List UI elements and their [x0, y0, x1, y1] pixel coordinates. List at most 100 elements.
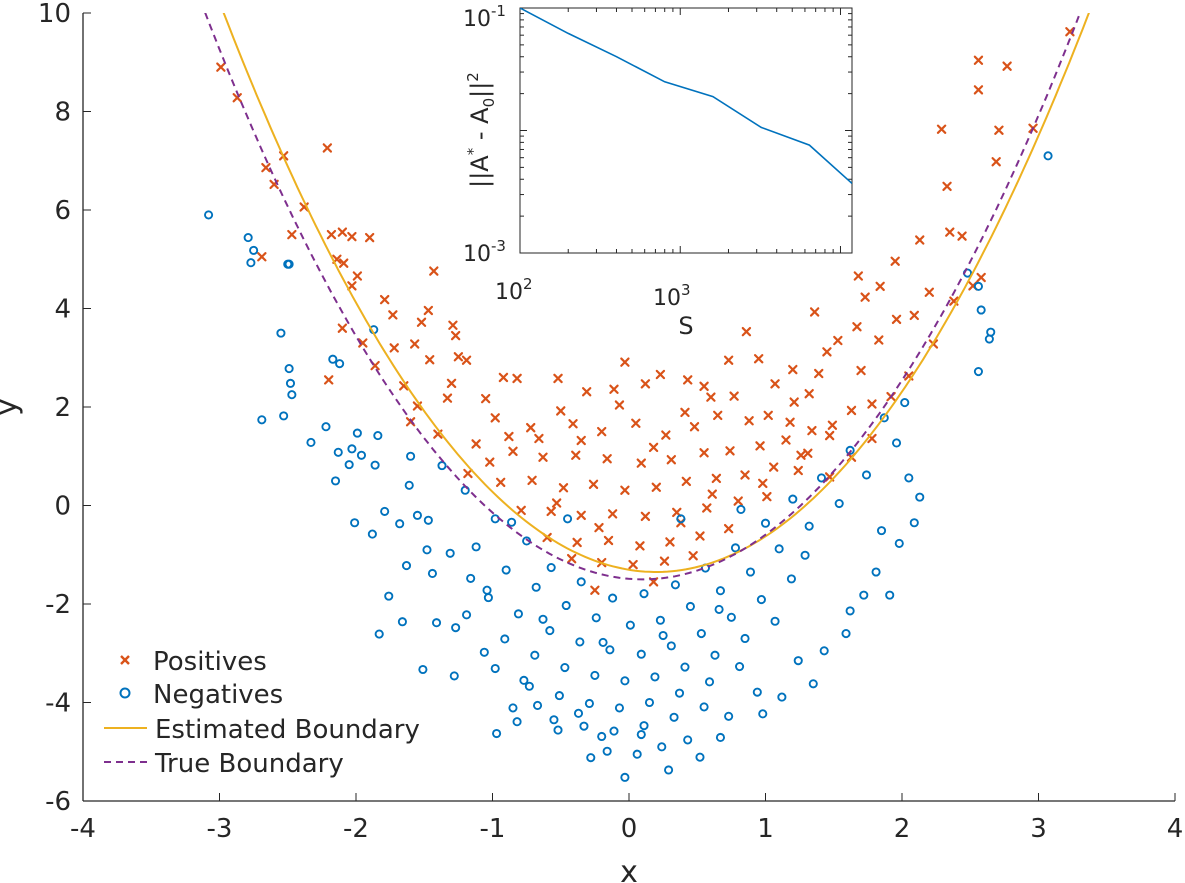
y-tick-label: 2 [54, 393, 71, 423]
negative-point [579, 721, 589, 731]
positive-point [257, 252, 267, 262]
positive-point [347, 281, 357, 291]
positive-point [429, 266, 439, 276]
negative-point [418, 664, 428, 675]
inset-y-label-sup2: 2 [464, 72, 482, 82]
negative-point [507, 517, 517, 527]
positive-point [512, 373, 522, 384]
positive-point [789, 397, 799, 407]
positive-point [442, 393, 453, 403]
negative-point [777, 692, 787, 702]
positive-point [635, 541, 645, 551]
positive-point [566, 553, 577, 564]
negative-point [800, 550, 810, 560]
negative-point [786, 574, 796, 584]
x-tick-label: -3 [207, 814, 233, 844]
positive-point [450, 330, 461, 341]
positive-point [793, 465, 803, 476]
negative-point [770, 616, 780, 626]
legend-true-label: True Boundary [154, 749, 344, 779]
positive-point [713, 410, 723, 421]
positive-point [416, 317, 427, 327]
x-tick-label: 2 [894, 814, 911, 844]
positive-point [448, 320, 458, 330]
negative-point [508, 703, 518, 713]
negative-point [804, 521, 814, 531]
positive-point [733, 496, 743, 506]
positive-point [558, 483, 569, 493]
inset-ytick-top-exp: -1 [491, 2, 506, 20]
positive-point [576, 435, 586, 446]
negative-point [736, 504, 746, 514]
negative-point [683, 735, 693, 745]
negative-point [462, 610, 472, 620]
positive-point [620, 357, 630, 367]
inset-ytick-top: 10-1 [463, 2, 506, 32]
positive-point [538, 452, 548, 462]
positive-point [706, 392, 716, 402]
negative-point [401, 561, 412, 571]
positive-point [763, 410, 773, 421]
positive-point [607, 509, 618, 519]
positive-point [770, 379, 780, 389]
inset-x-label: S [678, 312, 693, 340]
inset-y-label-pre: ||A [466, 155, 494, 188]
positive-point [699, 381, 709, 392]
positive-point [326, 229, 337, 240]
positive-point [495, 477, 506, 488]
negative-point [710, 650, 720, 660]
negative-point [449, 671, 459, 681]
negative-point [352, 428, 362, 438]
positive-point [659, 556, 670, 566]
positive-point [909, 310, 919, 321]
positive-point [485, 457, 495, 467]
positive-point [498, 372, 509, 383]
negative-point [276, 328, 286, 338]
positive-point [699, 448, 709, 458]
boundary-curves [204, 13, 1090, 581]
negative-point [431, 618, 442, 628]
positive-point [688, 551, 698, 561]
negative-point [808, 679, 818, 689]
inset-plot-area [519, 7, 853, 254]
positive-point [590, 585, 600, 595]
positive-point [261, 162, 271, 173]
negative-point [524, 681, 534, 691]
positive-point [682, 375, 693, 385]
negative-point [422, 545, 432, 555]
positive-point [337, 227, 348, 237]
positive-point [556, 406, 566, 416]
y-tick-label: -6 [45, 787, 71, 817]
negative-point [367, 529, 377, 539]
positive-point [942, 181, 952, 192]
estimated-boundary-line [222, 13, 1090, 573]
positive-point [973, 85, 984, 95]
positive-point [755, 441, 765, 451]
negative-point [598, 637, 608, 647]
positive-point [389, 343, 399, 353]
positive-point [527, 475, 537, 486]
negative-point [620, 676, 630, 686]
negative-point [658, 630, 668, 641]
negative-point [876, 526, 887, 536]
positive-point [490, 413, 500, 423]
positive-point [461, 355, 472, 365]
positive-point [596, 426, 607, 437]
negative-point [283, 259, 293, 269]
positive-point [358, 338, 368, 348]
inset-ytick-bottom: 10-3 [463, 237, 506, 267]
positive-point [729, 391, 739, 401]
positive-point [744, 416, 754, 426]
positive-point [945, 227, 955, 237]
positive-point [976, 272, 986, 283]
negative-point [715, 732, 726, 743]
negative-point [650, 672, 660, 682]
negative-point [532, 700, 543, 711]
inset-ytick-bottom-exp: -3 [491, 237, 506, 255]
negative-point [976, 305, 986, 315]
positive-point [824, 430, 835, 441]
negative-point [735, 661, 745, 672]
negative-point [246, 258, 256, 268]
y-tick-label: -4 [45, 689, 71, 719]
negative-point [445, 548, 455, 558]
